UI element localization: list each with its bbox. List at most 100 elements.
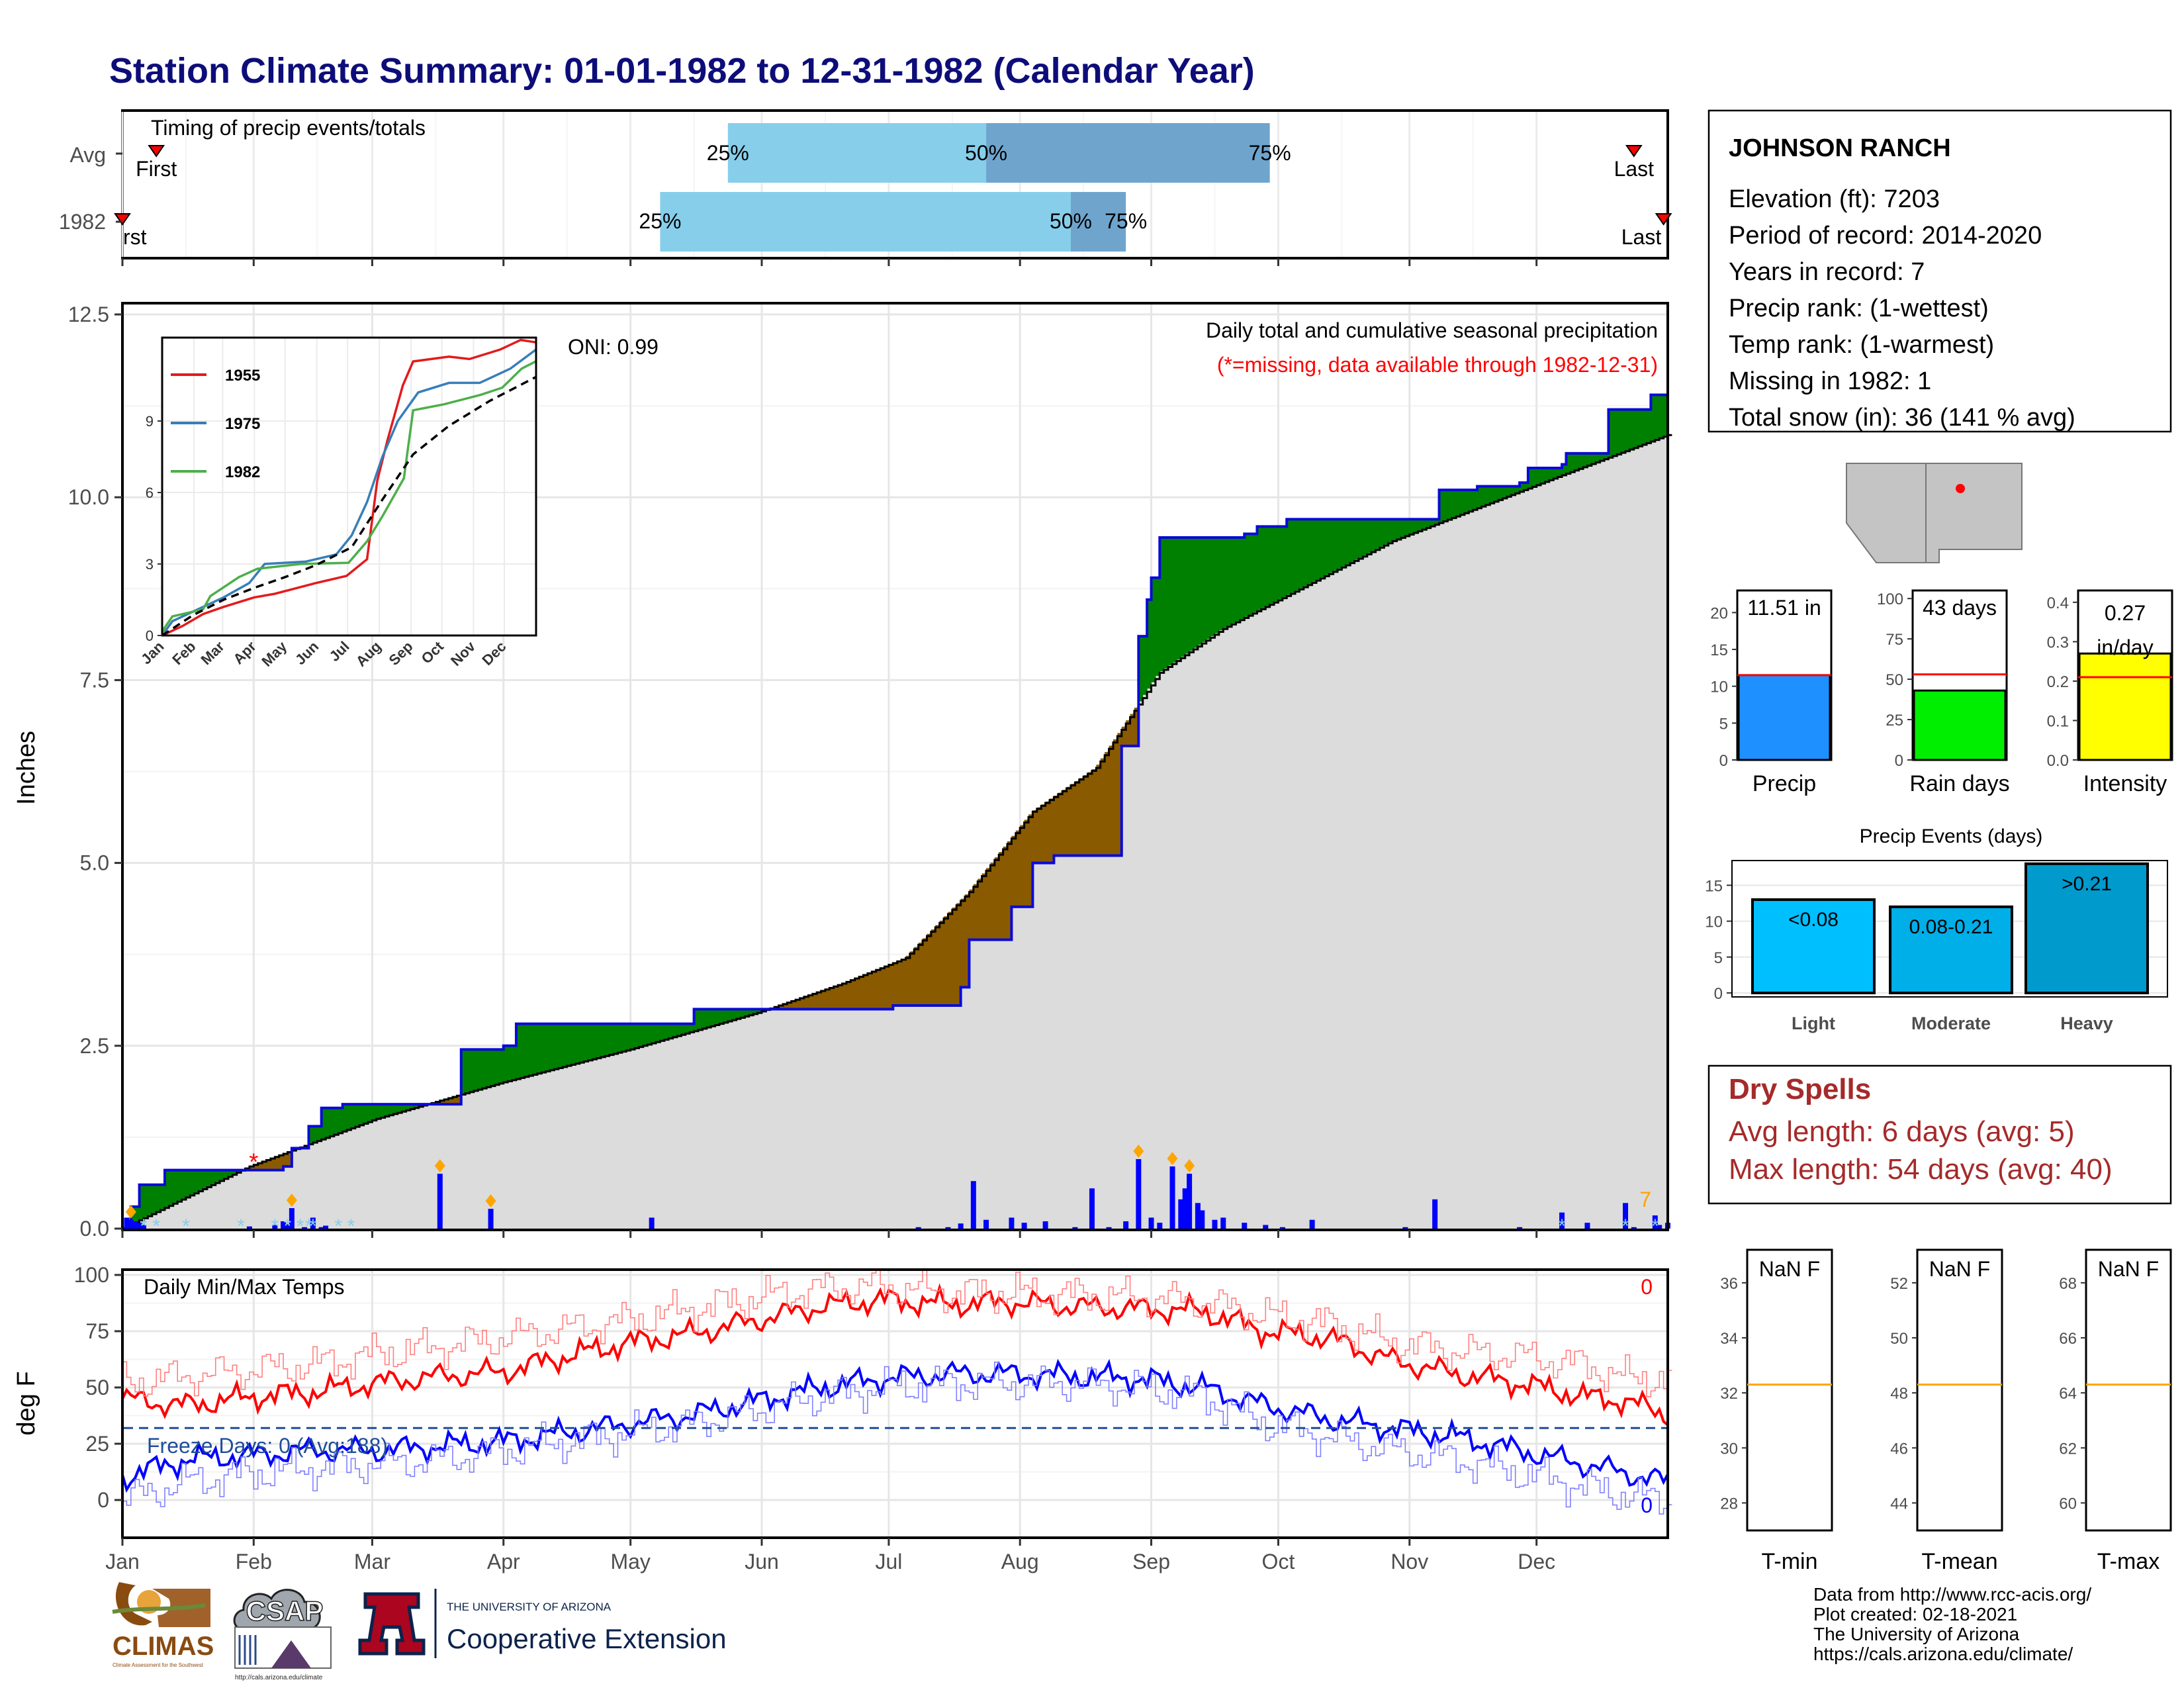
surplus-segment — [727, 1009, 733, 1021]
csap-wordmark: CSAP — [246, 1595, 324, 1626]
daily-precip-bar — [915, 1227, 921, 1229]
summary-y-tick-label: 10 — [1710, 679, 1728, 696]
oni-label: ONI: 0.99 — [568, 335, 659, 359]
surplus-segment — [1541, 468, 1546, 483]
snow-marker: * — [140, 1215, 148, 1237]
daily-precip-bar — [1402, 1227, 1408, 1229]
surplus-segment — [1524, 483, 1529, 490]
surplus-segment — [1354, 519, 1359, 560]
deficit-segment — [457, 1095, 462, 1105]
deficit-segment — [1015, 830, 1021, 907]
surplus-segment — [338, 1107, 343, 1133]
daily-precip-bar — [1263, 1225, 1269, 1229]
surplus-segment — [330, 1107, 335, 1136]
surplus-segment — [473, 1049, 478, 1091]
temp-summary-frame — [1746, 1248, 1833, 1532]
station-years: Years in record: 7 — [1729, 258, 1925, 286]
surplus-segment — [1587, 453, 1592, 465]
deficit-segment — [275, 1156, 280, 1170]
deficit-segment — [287, 1151, 293, 1167]
surplus-segment — [1223, 537, 1228, 628]
daily-precip-bar — [1559, 1212, 1565, 1229]
daily-precip-bar — [318, 1227, 324, 1229]
temperature-panel-frame — [121, 1268, 1669, 1539]
events-y-tick-label: 10 — [1705, 914, 1723, 931]
surplus-segment — [1506, 486, 1512, 496]
footer-credits: Data from http://www.rcc-acis.org/ Plot … — [1813, 1584, 2091, 1664]
surplus-segment — [321, 1107, 326, 1139]
deficit-segment — [842, 982, 847, 1009]
precip-y-tick-label: 2.5 — [80, 1034, 109, 1058]
month-label: Jan — [105, 1550, 140, 1573]
deficit-segment — [888, 964, 893, 1009]
surplus-segment — [194, 1170, 199, 1193]
daily-precip-bar — [323, 1225, 329, 1229]
climas-logo: CLIMAS Climate Assessment for the Southw… — [112, 1582, 214, 1668]
climas-tagline: Climate Assessment for the Southwest — [113, 1662, 204, 1668]
summary-value-label: 0.27 — [2105, 601, 2146, 625]
deficit-segment — [1096, 765, 1101, 856]
surplus-segment — [1570, 453, 1575, 471]
deficit-segment — [1070, 784, 1075, 856]
surplus-segment — [1439, 490, 1444, 522]
surplus-segment — [1557, 468, 1563, 477]
daily-precip-bar — [1195, 1203, 1201, 1229]
climas-wordmark: CLIMAS — [113, 1632, 214, 1661]
surplus-segment — [1545, 468, 1550, 481]
precip-panel-note: Daily total and cumulative seasonal prec… — [1206, 318, 1658, 342]
deficit-segment — [249, 1165, 254, 1170]
deficit-segment — [1079, 778, 1084, 856]
inset-lines — [161, 338, 537, 637]
surplus-segment — [1578, 453, 1584, 469]
footer-plot-created: Plot created: 02-18-2021 — [1813, 1604, 2017, 1624]
events-bar-heavy — [2025, 862, 2149, 995]
month-label: May — [610, 1550, 650, 1573]
temp-summary-frame — [1916, 1248, 2003, 1532]
deficit-segment — [1058, 792, 1063, 856]
temp-summary-y-tick-label: 50 — [1890, 1330, 1908, 1348]
inset-line-1975 — [161, 348, 537, 637]
deficit-segment — [876, 968, 881, 1009]
surplus-segment — [1312, 519, 1317, 582]
daily-precip-bar — [1148, 1217, 1154, 1229]
surplus-segment — [1596, 453, 1601, 462]
deficit-segment — [923, 938, 928, 1006]
surplus-segment — [672, 1023, 678, 1037]
summary-y-tick-label: 5 — [1719, 715, 1728, 733]
temp-summary-y-tick-label: 62 — [2059, 1440, 2077, 1458]
deficit-segment — [1054, 795, 1059, 856]
timing-bar-25-50 — [660, 192, 1071, 252]
surplus-segment — [1265, 526, 1271, 606]
surplus-segment — [1451, 490, 1457, 518]
deficit-segment — [825, 988, 830, 1009]
surplus-segment — [1168, 537, 1173, 666]
snow-marker: * — [271, 1215, 279, 1237]
deficit-segment — [1100, 758, 1105, 856]
station-elevation: Elevation (ft): 7203 — [1729, 185, 1940, 213]
daily-precip-bar — [983, 1219, 989, 1229]
temp-summary-y-tick-label: 30 — [1720, 1440, 1738, 1458]
surplus-segment — [1236, 537, 1241, 622]
surplus-segment — [550, 1023, 555, 1070]
first-event-label: rst — [123, 225, 147, 249]
events-category-label: Moderate — [1911, 1013, 1991, 1033]
surplus-segment — [609, 1023, 614, 1055]
deficit-segment — [1087, 772, 1093, 856]
station-name: JOHNSON RANCH — [1729, 134, 1951, 162]
dry-spells-title: Dry Spells — [1729, 1073, 1871, 1105]
temperature-summary-bars: 28 30 32 34 36 NaN F T-min 44 46 48 50 52 NaN F T-mea… — [1720, 1248, 2172, 1574]
surplus-segment — [685, 1023, 690, 1033]
deficit-segment — [914, 947, 919, 1006]
surplus-segment — [711, 1009, 716, 1026]
deficit-segment — [266, 1159, 271, 1170]
surplus-segment — [220, 1170, 225, 1180]
surplus-segment — [148, 1184, 153, 1215]
surplus-segment — [1197, 537, 1203, 645]
temp-summary-y-tick-label: 52 — [1890, 1275, 1908, 1293]
surplus-segment — [1147, 599, 1152, 689]
summary-value-label: 11.51 in — [1747, 596, 1821, 620]
hot-days-count: 0 — [1641, 1275, 1653, 1299]
surplus-segment — [406, 1104, 411, 1110]
surplus-segment — [385, 1104, 390, 1116]
